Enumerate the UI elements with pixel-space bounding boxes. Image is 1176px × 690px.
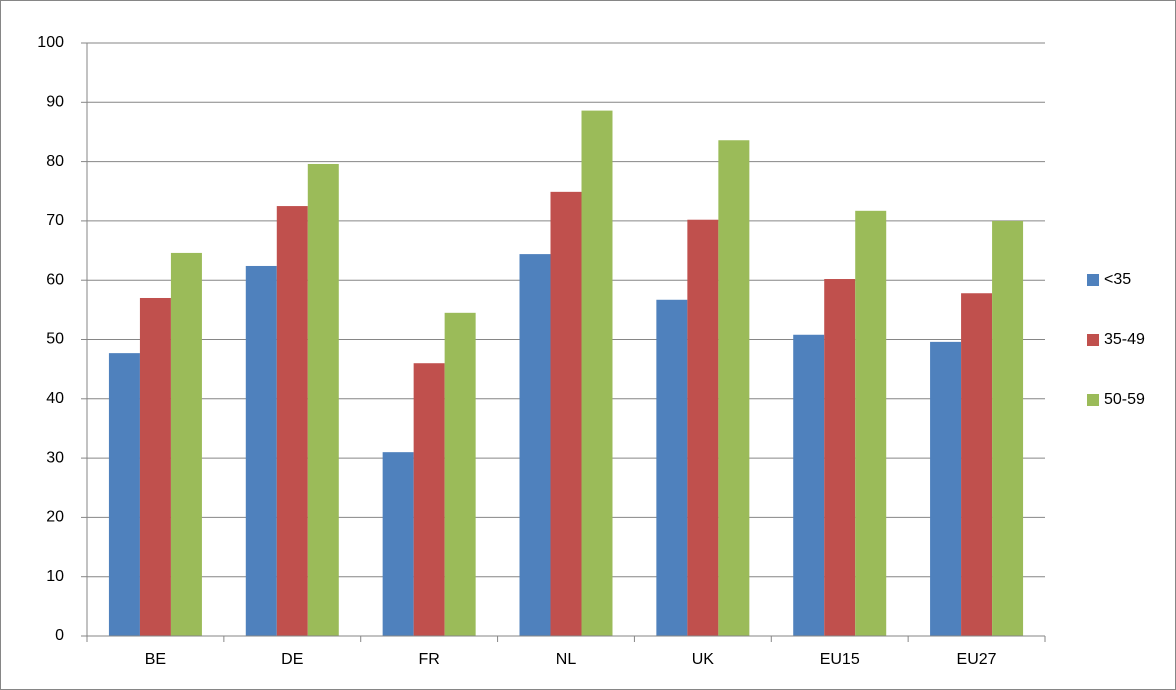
y-tick-label: 80 bbox=[46, 153, 64, 170]
bar bbox=[550, 191, 582, 636]
bar bbox=[519, 254, 551, 636]
x-tick-label: DE bbox=[281, 651, 303, 668]
y-tick-label: 30 bbox=[46, 449, 64, 466]
y-tick-label: 50 bbox=[46, 331, 64, 348]
y-tick-label: 100 bbox=[37, 34, 64, 51]
bar bbox=[687, 219, 719, 637]
y-tick-label: 70 bbox=[46, 212, 64, 229]
x-tick-label: EU27 bbox=[957, 651, 997, 668]
bar bbox=[444, 312, 476, 636]
bar bbox=[108, 353, 140, 636]
bar bbox=[930, 341, 962, 636]
bar bbox=[793, 334, 825, 636]
legend-swatch bbox=[1087, 274, 1099, 286]
y-tick-label: 10 bbox=[46, 568, 64, 585]
legend-label: 35-49 bbox=[1104, 331, 1145, 348]
bar bbox=[170, 252, 202, 636]
y-tick-label: 0 bbox=[55, 627, 64, 644]
legend-label: 50-59 bbox=[1104, 391, 1145, 408]
bar bbox=[276, 206, 308, 636]
legend-label: <35 bbox=[1104, 271, 1131, 288]
bar bbox=[307, 163, 339, 637]
y-tick-label: 40 bbox=[46, 390, 64, 407]
y-tick-label: 90 bbox=[46, 94, 64, 111]
y-tick-label: 20 bbox=[46, 509, 64, 526]
bar bbox=[855, 210, 887, 636]
x-tick-label: UK bbox=[692, 651, 715, 668]
bar bbox=[992, 220, 1024, 636]
bar bbox=[139, 297, 171, 636]
x-tick-label: NL bbox=[556, 651, 577, 668]
bar bbox=[245, 265, 277, 636]
bar bbox=[382, 452, 414, 636]
bar bbox=[718, 140, 750, 636]
bar bbox=[656, 299, 688, 636]
bar bbox=[824, 279, 856, 636]
legend-swatch bbox=[1087, 394, 1099, 406]
x-tick-label: FR bbox=[418, 651, 439, 668]
bar bbox=[581, 110, 613, 637]
x-tick-label: EU15 bbox=[820, 651, 860, 668]
bar bbox=[413, 363, 445, 636]
legend-swatch bbox=[1087, 334, 1099, 346]
x-tick-label: BE bbox=[145, 651, 166, 668]
y-tick-label: 60 bbox=[46, 271, 64, 288]
bar bbox=[961, 293, 993, 636]
